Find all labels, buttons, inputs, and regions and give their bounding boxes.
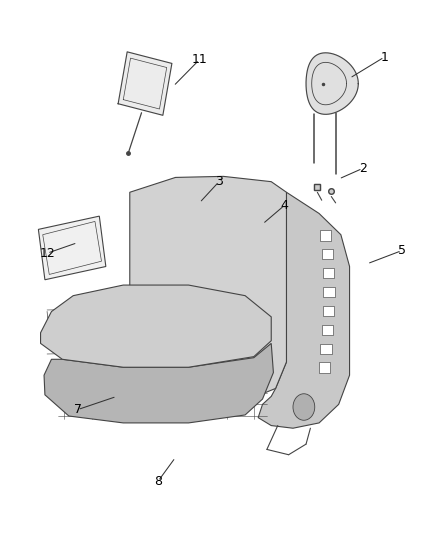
Polygon shape (118, 52, 172, 115)
Text: 1: 1 (381, 51, 389, 63)
Text: 8: 8 (154, 475, 162, 488)
Polygon shape (39, 216, 106, 280)
Bar (323, 268, 334, 278)
Text: 2: 2 (359, 162, 367, 175)
Text: 3: 3 (215, 175, 223, 188)
Bar (320, 230, 331, 240)
Bar (322, 325, 333, 335)
Text: 9: 9 (65, 334, 73, 347)
Bar (321, 344, 332, 354)
Bar (321, 249, 333, 260)
Text: 5: 5 (398, 244, 406, 257)
Polygon shape (41, 285, 271, 367)
Text: 6: 6 (74, 297, 81, 310)
Circle shape (293, 394, 315, 420)
Text: 12: 12 (39, 247, 55, 260)
Polygon shape (130, 176, 286, 402)
Polygon shape (258, 192, 350, 428)
Polygon shape (44, 343, 273, 423)
Bar (323, 305, 335, 316)
Text: 4: 4 (280, 199, 288, 212)
Text: 11: 11 (191, 53, 207, 66)
Polygon shape (306, 53, 358, 114)
Text: 7: 7 (74, 403, 81, 416)
Bar (319, 362, 330, 373)
Bar (323, 287, 335, 297)
